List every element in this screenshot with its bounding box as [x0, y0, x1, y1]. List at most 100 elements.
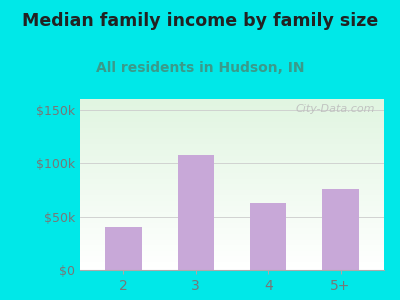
Bar [80, 100, 384, 101]
Bar [80, 260, 384, 261]
Bar [80, 108, 384, 109]
Bar [80, 255, 384, 256]
Bar [80, 267, 384, 268]
Bar [80, 220, 384, 221]
Bar [80, 157, 384, 158]
Bar [80, 250, 384, 251]
Bar [80, 268, 384, 269]
Bar [80, 216, 384, 217]
Bar [80, 168, 384, 169]
Bar [80, 164, 384, 165]
Bar [80, 237, 384, 238]
Bar [80, 170, 384, 171]
Bar [178, 154, 214, 270]
Bar [80, 185, 384, 186]
Bar [80, 254, 384, 255]
Bar [80, 227, 384, 228]
Bar [80, 163, 384, 164]
Bar [80, 202, 384, 203]
Bar [80, 133, 384, 134]
Bar [80, 181, 384, 182]
Bar [80, 148, 384, 149]
Bar [80, 160, 384, 161]
Bar [80, 233, 384, 234]
Bar [80, 266, 384, 267]
Bar [80, 263, 384, 264]
Bar [80, 101, 384, 102]
Bar [80, 156, 384, 157]
Bar [80, 105, 384, 106]
Bar [80, 114, 384, 115]
Bar [80, 154, 384, 155]
Bar [80, 160, 384, 161]
Bar [80, 110, 384, 111]
Bar [80, 134, 384, 135]
Bar [80, 142, 384, 143]
Bar [80, 211, 384, 212]
Bar [80, 221, 384, 222]
Bar [80, 165, 384, 166]
Bar [80, 109, 384, 110]
Bar [80, 241, 384, 242]
Bar [80, 264, 384, 265]
Bar [80, 118, 384, 119]
Bar [80, 251, 384, 252]
Bar [80, 256, 384, 257]
Bar [80, 240, 384, 241]
Bar [80, 120, 384, 121]
Bar [80, 104, 384, 105]
Bar [80, 190, 384, 191]
Bar [80, 193, 384, 194]
Bar [80, 115, 384, 116]
Bar [80, 214, 384, 215]
Bar [80, 186, 384, 187]
Bar [80, 246, 384, 247]
Bar [80, 236, 384, 237]
Bar [80, 135, 384, 136]
Bar [80, 191, 384, 192]
Bar [80, 238, 384, 239]
Bar [80, 175, 384, 176]
Bar [80, 102, 384, 103]
Bar [80, 158, 384, 159]
Bar [80, 176, 384, 177]
Bar [80, 130, 384, 131]
Bar [80, 127, 384, 128]
Bar [80, 265, 384, 266]
Bar [105, 227, 142, 270]
Bar [80, 234, 384, 235]
Bar [80, 123, 384, 124]
Bar [80, 209, 384, 210]
Bar [80, 182, 384, 183]
Bar [80, 116, 384, 117]
Bar [80, 238, 384, 239]
Bar [80, 201, 384, 202]
Bar [80, 199, 384, 200]
Bar [80, 210, 384, 211]
Bar [80, 187, 384, 188]
Bar [80, 147, 384, 148]
Bar [80, 196, 384, 197]
Bar [80, 155, 384, 156]
Bar [80, 244, 384, 245]
Bar [80, 253, 384, 254]
Bar [80, 99, 384, 100]
Bar [80, 174, 384, 175]
Bar [80, 119, 384, 120]
Bar [80, 178, 384, 179]
Bar [80, 184, 384, 185]
Bar [80, 125, 384, 126]
Bar [80, 243, 384, 244]
Bar [80, 159, 384, 160]
Bar [80, 173, 384, 174]
Bar [80, 197, 384, 198]
Bar [80, 245, 384, 246]
Bar [80, 172, 384, 173]
Bar [80, 225, 384, 226]
Bar [80, 124, 384, 125]
Bar [80, 258, 384, 259]
Bar [80, 219, 384, 220]
Bar [80, 121, 384, 122]
Bar [322, 189, 359, 270]
Bar [80, 217, 384, 218]
